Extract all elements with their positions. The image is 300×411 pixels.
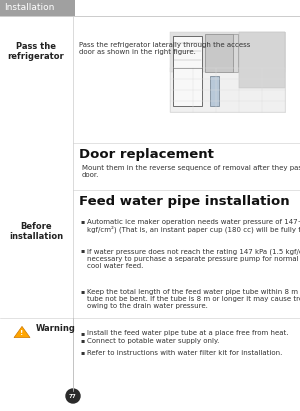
Bar: [233, 34, 238, 72]
Text: Door replacement: Door replacement: [79, 148, 214, 161]
Text: Connect to potable water supply only.: Connect to potable water supply only.: [87, 338, 219, 344]
Bar: [210, 76, 220, 106]
Bar: [0, 0, 75, 16]
Text: Automatic ice maker operation needs water pressure of 147~834 kPa (1.5~8.5
kgf/c: Automatic ice maker operation needs wate…: [87, 218, 300, 233]
Bar: [170, 32, 285, 72]
Text: If water pressure does not reach the rating 147 kPa (1.5 kgf/cm²) or below, it i: If water pressure does not reach the rat…: [87, 247, 300, 268]
Bar: [239, 32, 285, 88]
Text: Warning: Warning: [36, 323, 76, 332]
Polygon shape: [14, 326, 30, 337]
Bar: [205, 34, 233, 72]
Text: Mount them in the reverse sequence of removal after they pass through the access: Mount them in the reverse sequence of re…: [82, 165, 300, 178]
Text: ▪: ▪: [80, 350, 84, 355]
Circle shape: [66, 389, 80, 403]
Text: Install the feed water pipe tube at a place free from heat.: Install the feed water pipe tube at a pl…: [87, 330, 289, 336]
Text: 77: 77: [69, 393, 77, 399]
Text: ▪: ▪: [80, 219, 84, 224]
Text: Keep the total length of the feed water pipe tube within 8 m and be careful for : Keep the total length of the feed water …: [87, 289, 300, 309]
Bar: [170, 32, 285, 112]
Text: !: !: [20, 330, 24, 336]
Bar: [173, 36, 202, 106]
Text: Before
installation: Before installation: [9, 222, 63, 241]
Text: Installation: Installation: [4, 4, 54, 12]
Text: ▪: ▪: [80, 331, 84, 336]
Text: Feed water pipe installation: Feed water pipe installation: [79, 195, 290, 208]
Text: ▪: ▪: [80, 248, 84, 253]
Text: Pass the
refrigerator: Pass the refrigerator: [8, 42, 64, 61]
Text: Refer to instructions with water filter kit for installation.: Refer to instructions with water filter …: [87, 350, 282, 356]
Text: ▪: ▪: [80, 289, 84, 295]
Text: ▪: ▪: [80, 338, 84, 343]
Text: Pass the refrigerator laterally through the access
door as shown in the right fi: Pass the refrigerator laterally through …: [79, 42, 250, 55]
